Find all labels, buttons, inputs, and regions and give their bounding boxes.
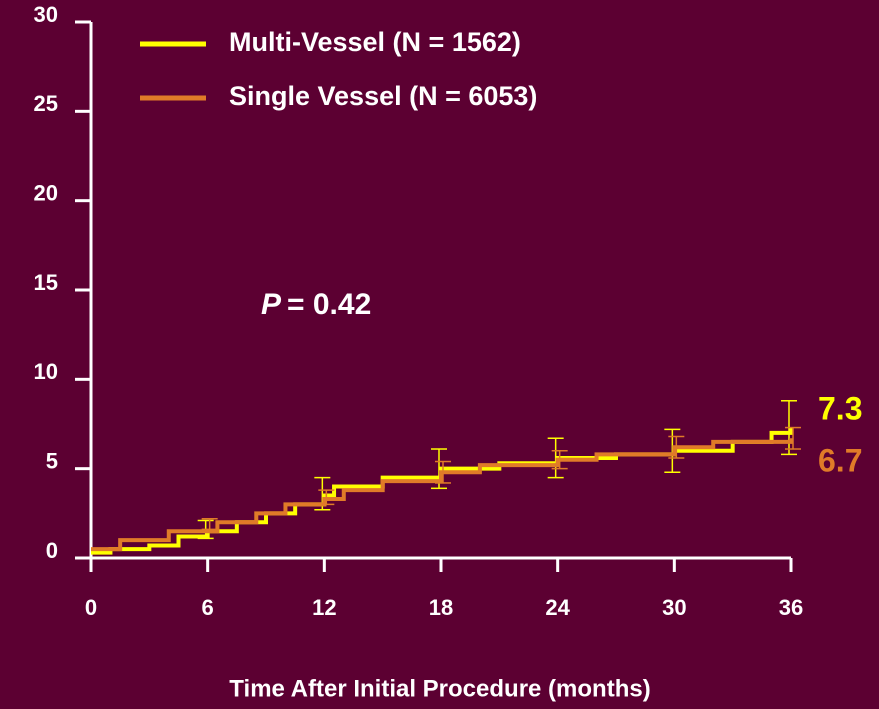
- km-curve: [91, 438, 793, 552]
- error-bar: [668, 435, 685, 459]
- annotation: P = 0.42: [261, 288, 371, 321]
- y-tick-label: 5: [46, 448, 58, 473]
- annotation-text: = 0.42: [287, 288, 371, 321]
- x-axis-label: Time After Initial Procedure (months): [229, 675, 650, 702]
- y-tick-label: 0: [46, 538, 58, 563]
- y-tick-label: 20: [34, 180, 58, 205]
- x-tick-label: 6: [202, 595, 214, 620]
- y-tick-label: 25: [34, 91, 58, 116]
- y-tick-label: 30: [34, 2, 58, 27]
- error-bar: [435, 460, 451, 484]
- legend-label: Single Vessel (N = 6053): [229, 81, 537, 111]
- error-bar: [551, 450, 568, 470]
- error-bar: [318, 489, 335, 506]
- end-label: 7.3: [818, 390, 862, 426]
- legend-label: Multi-Vessel (N = 1562): [229, 27, 521, 57]
- error-bar: [785, 426, 801, 450]
- y-tick-label: 15: [34, 270, 58, 295]
- x-tick-label: 0: [85, 595, 97, 620]
- x-tick-label: 30: [662, 595, 686, 620]
- x-tick-label: 36: [779, 595, 803, 620]
- annotation-symbol: P: [261, 288, 282, 321]
- end-label: 6.7: [818, 442, 862, 478]
- x-tick-label: 18: [429, 595, 453, 620]
- error-bar: [201, 517, 218, 531]
- y-tick-label: 10: [34, 359, 58, 384]
- x-tick-label: 12: [312, 595, 336, 620]
- x-tick-label: 24: [545, 595, 570, 620]
